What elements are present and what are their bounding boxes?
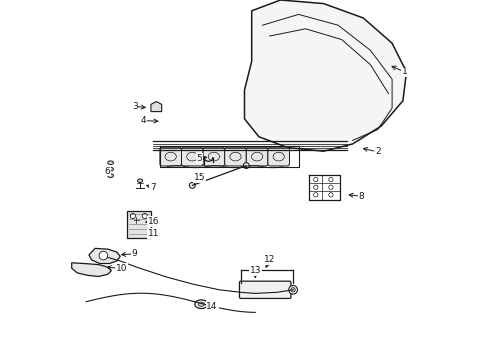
Circle shape: [328, 177, 332, 182]
Circle shape: [290, 288, 295, 292]
Ellipse shape: [107, 161, 113, 165]
Ellipse shape: [107, 174, 113, 177]
Polygon shape: [151, 102, 162, 112]
Text: 10: 10: [115, 264, 127, 273]
Text: 15: 15: [193, 173, 205, 181]
Polygon shape: [72, 263, 111, 276]
Ellipse shape: [107, 167, 113, 171]
Text: 1: 1: [401, 68, 407, 77]
Ellipse shape: [194, 300, 207, 309]
Ellipse shape: [133, 217, 140, 223]
Text: 7: 7: [149, 183, 155, 192]
FancyBboxPatch shape: [246, 147, 267, 166]
Text: 4: 4: [141, 116, 146, 125]
FancyBboxPatch shape: [239, 281, 290, 298]
FancyBboxPatch shape: [160, 147, 181, 166]
FancyBboxPatch shape: [267, 147, 289, 166]
Circle shape: [313, 177, 317, 182]
Text: 6: 6: [104, 166, 110, 175]
FancyBboxPatch shape: [181, 147, 203, 166]
Circle shape: [313, 185, 317, 189]
Text: 8: 8: [358, 192, 364, 201]
FancyBboxPatch shape: [224, 147, 246, 166]
Circle shape: [328, 185, 332, 189]
Text: 5: 5: [196, 154, 202, 163]
Circle shape: [189, 183, 195, 188]
Circle shape: [243, 163, 249, 168]
Circle shape: [313, 193, 317, 197]
Text: 9: 9: [132, 249, 137, 258]
Text: 14: 14: [206, 302, 217, 311]
Polygon shape: [244, 0, 406, 151]
Circle shape: [99, 251, 107, 260]
Polygon shape: [127, 211, 151, 238]
Circle shape: [328, 193, 332, 197]
Circle shape: [142, 213, 147, 219]
Text: 11: 11: [148, 229, 159, 238]
Text: 3: 3: [132, 102, 137, 111]
Text: 12: 12: [264, 256, 275, 264]
Circle shape: [130, 213, 135, 219]
Circle shape: [288, 285, 297, 294]
Polygon shape: [89, 248, 120, 264]
Text: 2: 2: [374, 148, 380, 156]
Ellipse shape: [137, 179, 142, 183]
Text: 16: 16: [148, 217, 159, 226]
Ellipse shape: [198, 302, 204, 306]
FancyBboxPatch shape: [203, 147, 224, 166]
Text: 13: 13: [249, 266, 261, 275]
